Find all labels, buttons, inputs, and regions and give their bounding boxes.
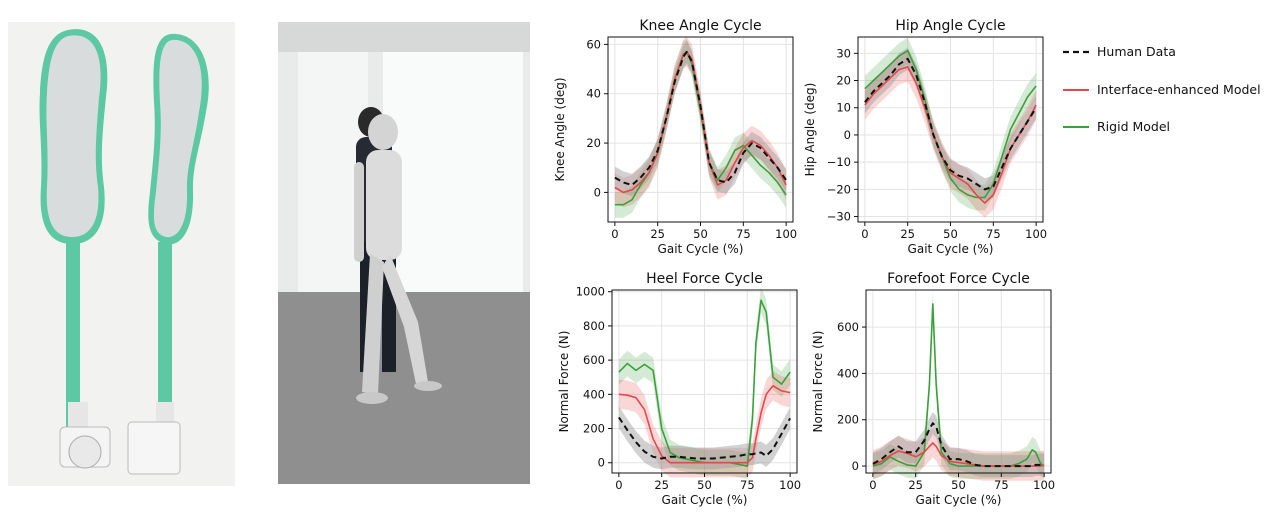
band-heel-2 — [618, 287, 791, 479]
tick-label-x: 25 — [654, 478, 669, 492]
series-heel-1 — [618, 384, 791, 464]
tick-label-x: 0 — [611, 227, 618, 241]
tick-label-x: 75 — [986, 227, 1001, 241]
chart-title: Heel Force Cycle — [646, 271, 763, 287]
legend-label-rigid: Rigid Model — [1097, 119, 1170, 134]
series-forefoot-0 — [872, 422, 1045, 468]
chart-hip: 0 25 50 75 100 −30 −20 −10 0 10 20 30 Hip Angle Cycl… — [803, 18, 1047, 256]
tick-label-x: 50 — [693, 227, 708, 241]
right-insole — [127, 33, 209, 475]
insoles-photo — [8, 22, 235, 486]
series-forefoot-2 — [872, 303, 1045, 467]
tick-label-y: 1000 — [576, 285, 605, 299]
series-knee-0 — [614, 50, 787, 186]
gait-charts: 0 25 50 75 100 0 20 40 60 Knee Angle Cycle Gait Cy… — [540, 0, 1280, 523]
tick-label-y: 20 — [836, 74, 851, 88]
tick-label-x: 50 — [697, 478, 712, 492]
tick-label-y: 600 — [837, 320, 859, 334]
band-forefoot-1 — [872, 428, 1045, 481]
band-knee-0 — [614, 40, 787, 197]
tick-label-y: 30 — [836, 46, 851, 60]
tick-label-y: 0 — [598, 456, 605, 470]
band-heel-0 — [618, 406, 791, 470]
tick-label-y: 60 — [586, 37, 601, 51]
tick-label-y: 400 — [583, 387, 605, 401]
series-hip-0 — [864, 57, 1037, 191]
chart-knee: 0 25 50 75 100 0 20 40 60 Knee Angle Cycle Gait Cy… — [553, 18, 797, 256]
left-insole — [39, 29, 111, 469]
legend-label-human: Human Data — [1097, 44, 1176, 59]
y-axis-label: Hip Angle (deg) — [803, 83, 817, 177]
tick-label-x: 50 — [951, 478, 966, 492]
legend-label-interface: Interface-enhanced Model — [1097, 82, 1261, 97]
series-heel-0 — [618, 416, 791, 460]
tick-label-x: 50 — [943, 227, 958, 241]
walking-drawing — [278, 22, 530, 484]
tick-label-y: −20 — [827, 182, 851, 196]
tick-label-y: 600 — [583, 353, 605, 367]
tick-label-x: 25 — [900, 227, 915, 241]
tick-label-y: 40 — [586, 87, 601, 101]
tick-label-x: 75 — [994, 478, 1009, 492]
y-axis-label: Normal Force (N) — [557, 331, 571, 433]
band-forefoot-0 — [872, 412, 1045, 477]
x-axis-label: Gait Cycle (%) — [658, 242, 744, 256]
band-hip-1 — [864, 52, 1037, 218]
chart-title: Knee Angle Cycle — [639, 18, 761, 34]
insoles-drawing — [39, 29, 209, 475]
musculoskeletal-model — [354, 114, 442, 404]
tick-label-x: 0 — [615, 478, 622, 492]
y-axis-label: Knee Angle (deg) — [553, 78, 567, 182]
tick-label-y: 0 — [852, 459, 859, 473]
tick-label-y: 0 — [594, 185, 601, 199]
tick-label-x: 25 — [908, 478, 923, 492]
tick-label-y: 10 — [836, 101, 851, 115]
chart-forefoot: 0 25 50 75 100 0 200 400 600 Forefoot Force Cycle… — [811, 271, 1055, 507]
tick-label-y: −30 — [827, 210, 851, 224]
series-knee-1 — [614, 50, 787, 194]
tick-label-x: 0 — [861, 227, 868, 241]
series-hip-2 — [864, 49, 1037, 199]
tick-label-x: 100 — [1025, 227, 1047, 241]
tick-label-y: 200 — [583, 422, 605, 436]
tick-label-x: 100 — [1033, 478, 1055, 492]
tick-label-y: 0 — [844, 128, 851, 142]
tick-label-x: 100 — [779, 478, 801, 492]
walking-photo — [278, 22, 530, 484]
tick-label-x: 75 — [740, 478, 755, 492]
x-axis-label: Gait Cycle (%) — [908, 242, 994, 256]
tick-label-y: 20 — [586, 136, 601, 150]
y-axis-label: Normal Force (N) — [811, 331, 825, 433]
band-forefoot-2 — [872, 291, 1045, 479]
chart-title: Hip Angle Cycle — [895, 18, 1005, 34]
x-axis-label: Gait Cycle (%) — [662, 493, 748, 507]
tick-label-x: 0 — [869, 478, 876, 492]
tick-label-x: 75 — [736, 227, 751, 241]
tick-label-x: 25 — [650, 227, 665, 241]
band-heel-1 — [618, 371, 791, 478]
band-hip-2 — [864, 37, 1037, 211]
legend: Human Data Interface-enhanced Model Rigi… — [1063, 44, 1261, 134]
chart-title: Forefoot Force Cycle — [887, 271, 1030, 287]
tick-label-y: 400 — [837, 366, 859, 380]
tick-label-y: −10 — [827, 155, 851, 169]
band-knee-1 — [614, 37, 787, 208]
tick-label-x: 100 — [775, 227, 797, 241]
tick-label-y: 200 — [837, 413, 859, 427]
tick-label-y: 800 — [583, 319, 605, 333]
x-axis-label: Gait Cycle (%) — [916, 493, 1002, 507]
